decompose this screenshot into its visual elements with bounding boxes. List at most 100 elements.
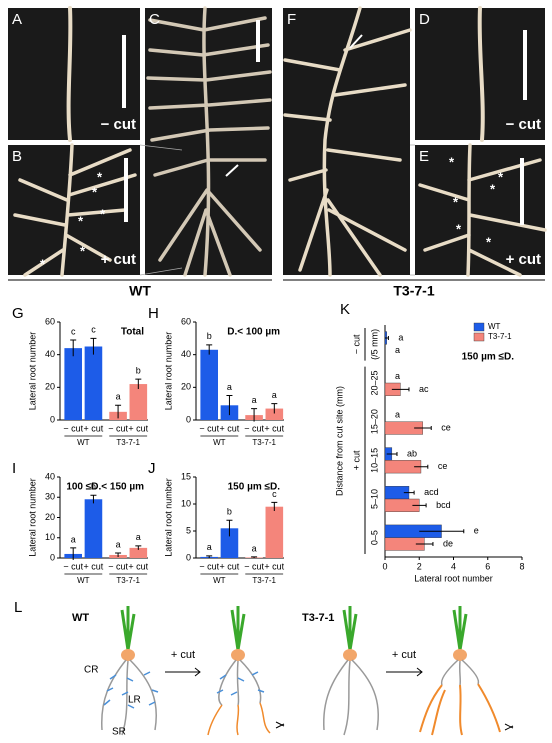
panel-label: E	[419, 148, 429, 165]
error-bar	[391, 387, 410, 392]
error-bar	[70, 339, 77, 357]
error-bar	[403, 490, 415, 495]
zoom-line	[139, 144, 183, 276]
significance-letter: ac	[419, 384, 429, 394]
asterisk: *	[78, 213, 84, 228]
asterisk: *	[490, 181, 496, 196]
y-tick-label: 15	[181, 471, 191, 481]
chart-title: D.< 100 µm	[227, 327, 280, 338]
x-tick-label: − cut	[63, 561, 83, 571]
significance-letter: a	[272, 390, 277, 400]
arrow	[225, 164, 239, 177]
bar	[129, 547, 148, 558]
legend-label: T3-7-1	[488, 332, 512, 341]
chart-title: 150 µm ≤D.	[228, 482, 281, 493]
photo	[8, 8, 140, 140]
asterisk: *	[92, 184, 98, 199]
error-bar	[135, 545, 142, 550]
significance-letter: a	[395, 371, 400, 381]
significance-letter: c	[91, 325, 96, 335]
bar	[84, 499, 103, 558]
bar	[265, 408, 284, 420]
chart-title: Total	[121, 327, 144, 338]
significance-letter: a	[398, 332, 403, 342]
bar	[220, 528, 239, 558]
root	[66, 6, 73, 142]
error-bar	[385, 335, 389, 340]
label: T3-7-1	[302, 612, 334, 624]
y-tick-label: 10–15	[369, 448, 379, 473]
panel-label: D	[419, 11, 430, 28]
label: LR	[128, 695, 141, 706]
y-tick-label: 60	[181, 316, 191, 326]
plant	[207, 606, 285, 736]
error-bar	[251, 556, 258, 558]
x-tick-label: − cut	[199, 423, 219, 433]
legend-swatch	[473, 332, 485, 342]
x-tick-label: − cut	[244, 423, 264, 433]
panel-label: B	[12, 148, 22, 165]
x-tick-label: + cut	[84, 561, 104, 571]
x-tick-label: + cut	[220, 423, 240, 433]
roots	[418, 143, 547, 277]
significance-letter: b	[227, 507, 232, 517]
error-bar	[226, 519, 233, 537]
asterisk: *	[40, 256, 46, 271]
error-bar	[271, 403, 278, 414]
group-label: WT	[213, 576, 226, 585]
y-tick-label: 5	[186, 525, 191, 535]
panel-label: L	[14, 599, 22, 616]
y-tick-label: 0	[186, 552, 191, 562]
bar	[129, 384, 148, 420]
plant	[323, 606, 379, 736]
asterisk: *	[453, 194, 459, 209]
group-label: T3-7-1	[116, 576, 140, 585]
photo-panels: A B C D E F − cut − cut + cut + cut * * …	[8, 6, 547, 299]
panel-label: I	[12, 460, 16, 477]
y-tick-label: 10	[181, 498, 191, 508]
x-tick-label: 6	[485, 561, 490, 571]
y-tick-label: (/5 mm)	[369, 329, 379, 360]
significance-letter: ce	[438, 461, 448, 471]
error-bar	[271, 501, 278, 512]
significance-letter: c	[272, 489, 277, 499]
y-axis-label: Lateral root number	[163, 332, 173, 411]
roots	[13, 143, 137, 277]
roots	[283, 6, 412, 277]
x-tick-label: − cut	[199, 561, 219, 571]
significance-letter: acd	[424, 487, 439, 497]
significance-letter: a	[116, 392, 121, 402]
y-axis-label: Lateral root number	[27, 332, 37, 411]
x-tick-label: 0	[382, 561, 387, 571]
asterisk: *	[80, 243, 86, 258]
y-tick-label: 5–10	[369, 489, 379, 509]
significance-letter: a	[395, 345, 400, 355]
y-tick-label: 40	[181, 349, 191, 359]
x-tick-label: + cut	[220, 561, 240, 571]
panel-label: G	[12, 305, 24, 322]
asterisk: *	[100, 206, 106, 221]
error-bar	[90, 337, 97, 355]
asterisk: *	[486, 234, 492, 249]
significance-letter: ce	[441, 422, 451, 432]
x-tick-label: − cut	[63, 423, 83, 433]
error-bar	[414, 426, 432, 431]
label: + cut	[171, 649, 195, 661]
group-label: + cut	[351, 450, 361, 470]
y-tick-label: 40	[45, 349, 55, 359]
significance-letter: a	[207, 542, 212, 552]
y-tick-label: 20	[181, 382, 191, 392]
significance-letter: a	[395, 410, 400, 420]
y-tick-label: 0	[50, 414, 55, 424]
significance-letter: a	[116, 539, 121, 549]
significance-letter: a	[71, 534, 76, 544]
arrow	[165, 667, 201, 677]
y-tick-label: 0–5	[369, 530, 379, 545]
asterisk: *	[97, 169, 103, 184]
chart-title: 100 ≤D.< 150 µm	[66, 482, 144, 493]
zoom-line	[410, 144, 415, 276]
group-label: T3-7-1	[252, 576, 276, 585]
legend-swatch	[473, 322, 485, 332]
group-label: T3-7-1	[393, 283, 434, 299]
plant	[419, 606, 514, 736]
